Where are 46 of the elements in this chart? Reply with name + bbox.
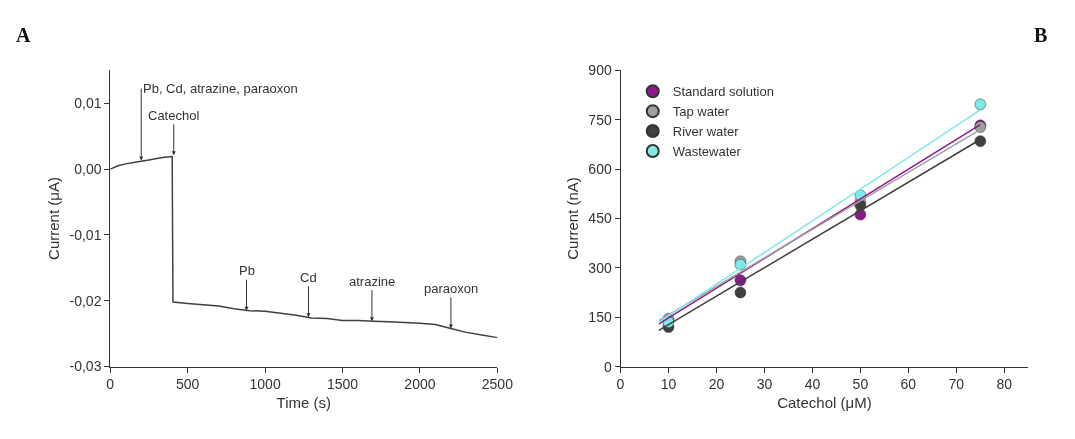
x-tick-label: 60 — [900, 376, 917, 393]
annotation: paraoxon — [424, 281, 479, 296]
text: B — [1034, 24, 1048, 46]
annotation: Catechol — [148, 108, 200, 123]
y-tick-label: 900 — [588, 62, 612, 79]
point — [734, 286, 747, 299]
annotation: atrazine — [349, 274, 396, 289]
annotation: Cd — [300, 270, 317, 285]
y-tick-label: 600 — [588, 161, 612, 178]
x-tick-label: 2000 — [404, 376, 436, 393]
x-tick-label: 70 — [948, 376, 965, 393]
legend-label: Wastewater — [672, 144, 742, 160]
y-tick-label: 0,01 — [74, 95, 102, 112]
x-tick-label: 80 — [996, 376, 1013, 393]
y-tick-label: 750 — [588, 111, 612, 128]
y-axis-title: Current (μA) — [44, 177, 62, 260]
y-tick-label: 0,00 — [74, 161, 102, 178]
x-tick-label: 2500 — [481, 376, 514, 393]
x-tick-label: 50 — [852, 376, 869, 393]
y-tick-label: -0,03 — [69, 358, 102, 375]
y-axis-title: Current (nA) — [563, 177, 581, 260]
y-tick-label: 450 — [588, 210, 612, 227]
x-axis-title: Catechol (μM) — [777, 394, 872, 412]
x-tick-label: 0 — [106, 376, 115, 393]
y-tick-label: 0 — [603, 358, 612, 375]
y-tick-label: -0,02 — [69, 292, 102, 309]
legend-label: River water — [672, 124, 740, 140]
point — [974, 98, 987, 111]
x-tick-label: 10 — [660, 376, 677, 393]
x-tick-label: 0 — [616, 376, 625, 393]
x-tick-label: 1500 — [326, 376, 359, 393]
x-axis-title: Time (s) — [276, 394, 332, 412]
x-tick-label: 1000 — [249, 376, 281, 393]
x-tick-label: 30 — [756, 376, 773, 393]
x-tick-label: 20 — [708, 376, 725, 393]
x-tick-label: 500 — [176, 376, 200, 393]
legend-label: Tap water — [672, 104, 730, 120]
legend-label: Standard solution — [672, 84, 774, 100]
y-tick-label: -0,01 — [69, 226, 102, 243]
point — [974, 135, 987, 147]
text: A — [16, 24, 31, 46]
y-tick-label: 300 — [588, 259, 612, 276]
annotation: Pb — [239, 263, 255, 278]
y-tick-label: 150 — [588, 309, 612, 326]
annotation: Pb, Cd, atrazine, paraoxon — [143, 81, 298, 96]
x-tick-label: 40 — [804, 376, 821, 393]
